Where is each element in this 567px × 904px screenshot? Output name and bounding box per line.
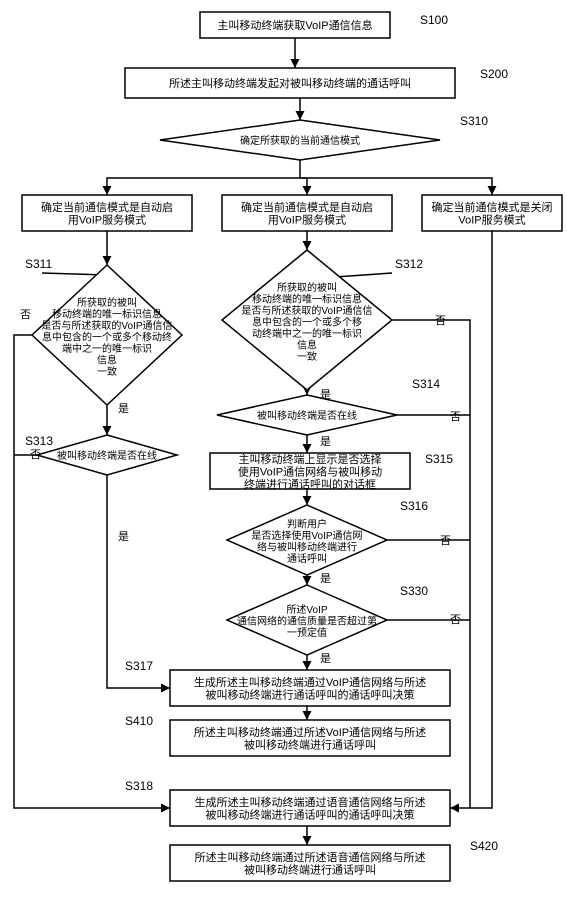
step-label: S420 xyxy=(470,839,498,853)
svg-text:生成所述主叫移动终端通过语音通信网络与所述被叫移动终端进行通: 生成所述主叫移动终端通过语音通信网络与所述被叫移动终端进行通话呼叫的通话呼叫决策 xyxy=(195,795,426,822)
branch-label: 是 xyxy=(320,572,331,585)
svg-text:主叫移动终端获取VoIP通信信息: 主叫移动终端获取VoIP通信信息 xyxy=(217,18,372,32)
branch-label: 否 xyxy=(30,449,41,461)
svg-text:主叫移动终端上显示是否选择使用VoIP通信网络与被叫移动终端: 主叫移动终端上显示是否选择使用VoIP通信网络与被叫移动终端进行通话呼叫的对话框 xyxy=(238,452,382,491)
branch-label: 否 xyxy=(440,535,451,547)
edge xyxy=(450,231,492,808)
branch-label: 是 xyxy=(320,652,331,665)
branch-label: 是 xyxy=(320,435,331,448)
step-label: S200 xyxy=(480,67,508,81)
step-label: S310 xyxy=(460,114,488,128)
branch-label: 是 xyxy=(118,530,129,543)
step-label: S312 xyxy=(395,257,423,271)
svg-text:确定所获取的当前通信模式: 确定所获取的当前通信模式 xyxy=(240,134,360,147)
step-label: S317 xyxy=(125,659,153,673)
edge xyxy=(300,178,307,195)
step-label: S313 xyxy=(25,434,53,448)
step-label: S314 xyxy=(412,377,440,391)
edge xyxy=(107,160,300,195)
step-label: S311 xyxy=(25,257,52,271)
branch-label: 否 xyxy=(450,411,461,423)
step-label: S318 xyxy=(125,779,153,793)
branch-label: 是 xyxy=(320,388,331,401)
edge xyxy=(107,475,170,688)
branch-label: 是 xyxy=(118,402,129,415)
step-label: S100 xyxy=(420,13,448,27)
step-label: S330 xyxy=(400,584,428,598)
branch-label: 否 xyxy=(20,309,31,321)
svg-text:被叫移动终端是否在线: 被叫移动终端是否在线 xyxy=(57,449,157,462)
edge xyxy=(14,335,170,808)
svg-text:被叫移动终端是否在线: 被叫移动终端是否在线 xyxy=(257,409,357,422)
flowchart-diagram: 主叫移动终端获取VoIP通信信息所述主叫移动终端发起对被叫移动终端的通话呼叫确定… xyxy=(0,0,567,904)
svg-text:生成所述主叫移动终端通过VoIP通信网络与所述被叫移动终端进: 生成所述主叫移动终端通过VoIP通信网络与所述被叫移动终端进行通话呼叫的通话呼叫… xyxy=(194,675,426,702)
step-label: S316 xyxy=(400,499,428,513)
branch-label: 否 xyxy=(435,315,446,327)
edge xyxy=(300,178,492,195)
step-label: S410 xyxy=(125,714,153,728)
step-label: S315 xyxy=(425,452,453,466)
branch-label: 否 xyxy=(450,614,461,626)
svg-text:所述主叫移动终端发起对被叫移动终端的通话呼叫: 所述主叫移动终端发起对被叫移动终端的通话呼叫 xyxy=(169,76,411,90)
